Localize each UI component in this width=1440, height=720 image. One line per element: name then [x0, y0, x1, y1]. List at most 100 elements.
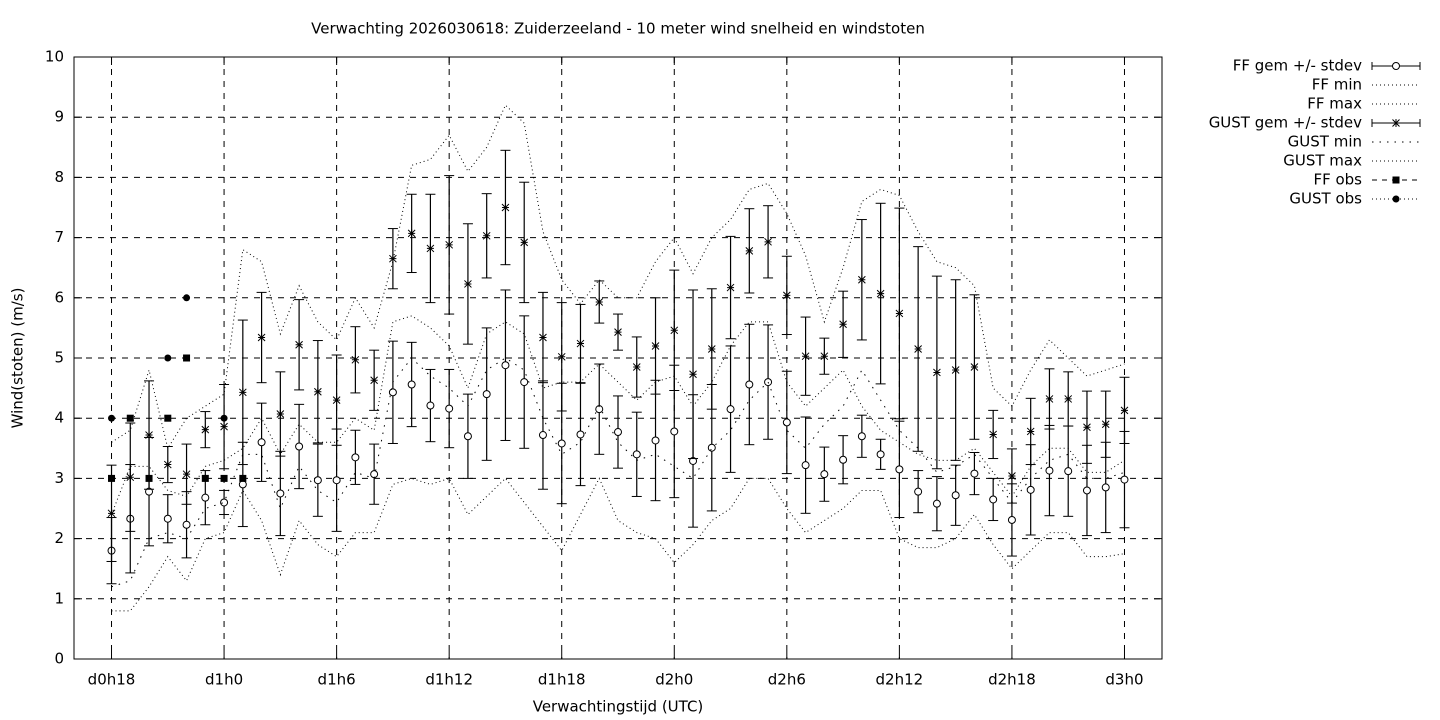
point	[726, 283, 735, 292]
legend-label: GUST gem +/- stdev	[1209, 114, 1362, 132]
x-tick-label: d1h6	[318, 671, 356, 689]
point	[951, 491, 960, 500]
point	[820, 470, 829, 479]
point	[182, 470, 191, 479]
point	[914, 487, 923, 496]
x-tick-label: d1h12	[425, 671, 473, 689]
point	[257, 333, 266, 342]
legend-marker	[1392, 119, 1400, 127]
legend-marker	[1392, 62, 1400, 70]
legend-label: GUST max	[1283, 152, 1362, 170]
x-tick-label: d2h18	[988, 671, 1036, 689]
point	[576, 339, 585, 348]
range-line	[111, 104, 1125, 450]
point	[1064, 467, 1073, 476]
y-tick-label: 3	[54, 469, 64, 487]
point	[1101, 420, 1110, 429]
y-tick-label: 0	[54, 650, 64, 668]
point	[557, 439, 566, 448]
point	[238, 480, 247, 489]
point	[164, 414, 172, 422]
plot-frame	[73, 56, 1163, 660]
point	[782, 291, 791, 300]
point	[520, 378, 529, 387]
point	[220, 474, 228, 482]
x-tick-label: d1h18	[538, 671, 586, 689]
point	[445, 240, 454, 249]
point	[820, 352, 829, 361]
point	[164, 354, 172, 362]
point	[576, 430, 585, 439]
x-tick-label: d2h0	[655, 671, 693, 689]
point	[632, 363, 641, 372]
point	[351, 355, 360, 364]
point	[1064, 394, 1073, 403]
x-tick-label: d1h0	[205, 671, 243, 689]
point	[163, 460, 172, 469]
point	[220, 422, 228, 431]
x-tick-label: d3h0	[1105, 671, 1143, 689]
point	[107, 509, 116, 518]
point	[1101, 483, 1110, 492]
point	[989, 430, 998, 439]
point	[238, 388, 247, 397]
point	[745, 246, 754, 255]
point	[145, 431, 153, 440]
point	[183, 294, 191, 302]
point	[1007, 515, 1016, 524]
point	[933, 368, 941, 377]
point	[989, 495, 998, 504]
point	[707, 443, 716, 452]
x-tick-label: d2h12	[876, 671, 924, 689]
point	[501, 203, 510, 212]
point	[632, 450, 641, 459]
point	[201, 474, 209, 482]
point	[970, 469, 979, 478]
point	[857, 432, 866, 441]
point	[370, 376, 378, 385]
point	[163, 514, 172, 523]
point	[482, 390, 491, 399]
point	[689, 370, 697, 379]
point	[1045, 466, 1054, 475]
x-tick-label: d0h18	[88, 671, 136, 689]
point	[914, 344, 922, 353]
point	[764, 378, 773, 387]
point	[557, 352, 566, 361]
point	[332, 396, 341, 405]
legend-label: GUST min	[1288, 133, 1362, 151]
point	[463, 432, 472, 441]
y-tick-label: 5	[54, 349, 64, 367]
legend-label: GUST obs	[1289, 190, 1362, 208]
point	[1083, 423, 1091, 432]
point	[1120, 406, 1129, 415]
legend-marker	[1392, 176, 1400, 184]
point	[951, 366, 960, 375]
point	[707, 344, 716, 353]
point	[876, 289, 885, 298]
point	[445, 404, 454, 413]
point	[370, 470, 379, 479]
point	[651, 341, 660, 350]
point	[464, 279, 472, 288]
chart-title: Verwachting 2026030618: Zuiderzeeland - …	[311, 20, 925, 38]
y-tick-label: 2	[54, 529, 64, 547]
point	[182, 520, 191, 529]
point	[520, 238, 529, 247]
point	[764, 237, 772, 246]
y-tick-label: 6	[54, 288, 64, 306]
point	[1045, 394, 1054, 403]
point	[782, 418, 791, 427]
point	[651, 436, 660, 445]
point	[388, 388, 397, 397]
point	[108, 414, 116, 422]
y-axis-label: Wind(stoten) (m/s)	[9, 288, 27, 429]
legend-label: FF max	[1307, 95, 1362, 113]
point	[239, 474, 247, 482]
point	[108, 474, 116, 482]
point	[201, 425, 210, 434]
point	[407, 380, 416, 389]
point	[257, 438, 266, 447]
point	[801, 461, 810, 470]
